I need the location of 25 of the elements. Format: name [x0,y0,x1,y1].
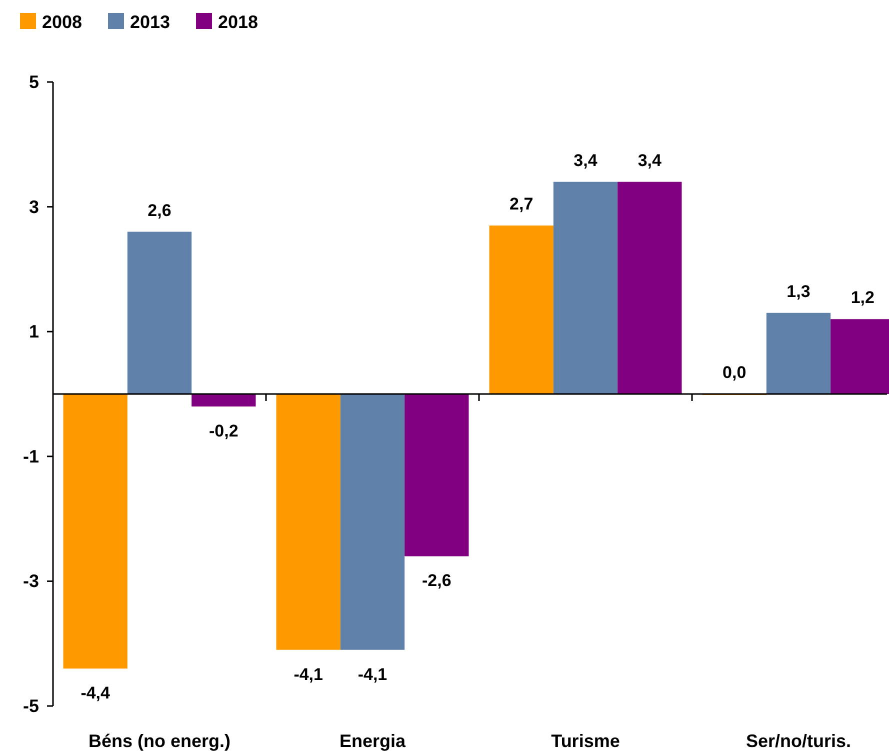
data-label: 3,4 [574,150,598,170]
x-tick-label: Béns (no energ.) [88,731,231,751]
legend-label: 2013 [130,12,170,32]
legend-label: 2008 [42,12,82,32]
x-tick-label: Turisme [551,731,620,751]
y-tick-label: 5 [28,72,39,92]
data-label: 3,4 [638,150,662,170]
y-tick-label: -5 [22,696,39,716]
data-label: -4,1 [358,664,388,684]
data-label: -4,1 [294,664,323,684]
y-tick-label: -1 [22,446,39,466]
x-tick-label: Energia [339,731,406,751]
data-label: -4,4 [80,684,111,703]
data-label: 0,0 [722,363,746,382]
y-tick-label: 3 [28,196,39,217]
y-tick-label: 1 [28,322,39,342]
data-label: 2,6 [148,200,172,220]
data-label: 2,7 [510,194,534,214]
data-label: 1,3 [786,282,810,301]
data-label: 1,2 [850,288,874,308]
data-label: -2,6 [422,571,452,590]
y-tick-label: -3 [22,571,39,592]
legend-label: 2018 [218,12,258,32]
x-tick-label: Ser/no/turis. [746,731,852,751]
data-label: -0,2 [209,421,238,440]
